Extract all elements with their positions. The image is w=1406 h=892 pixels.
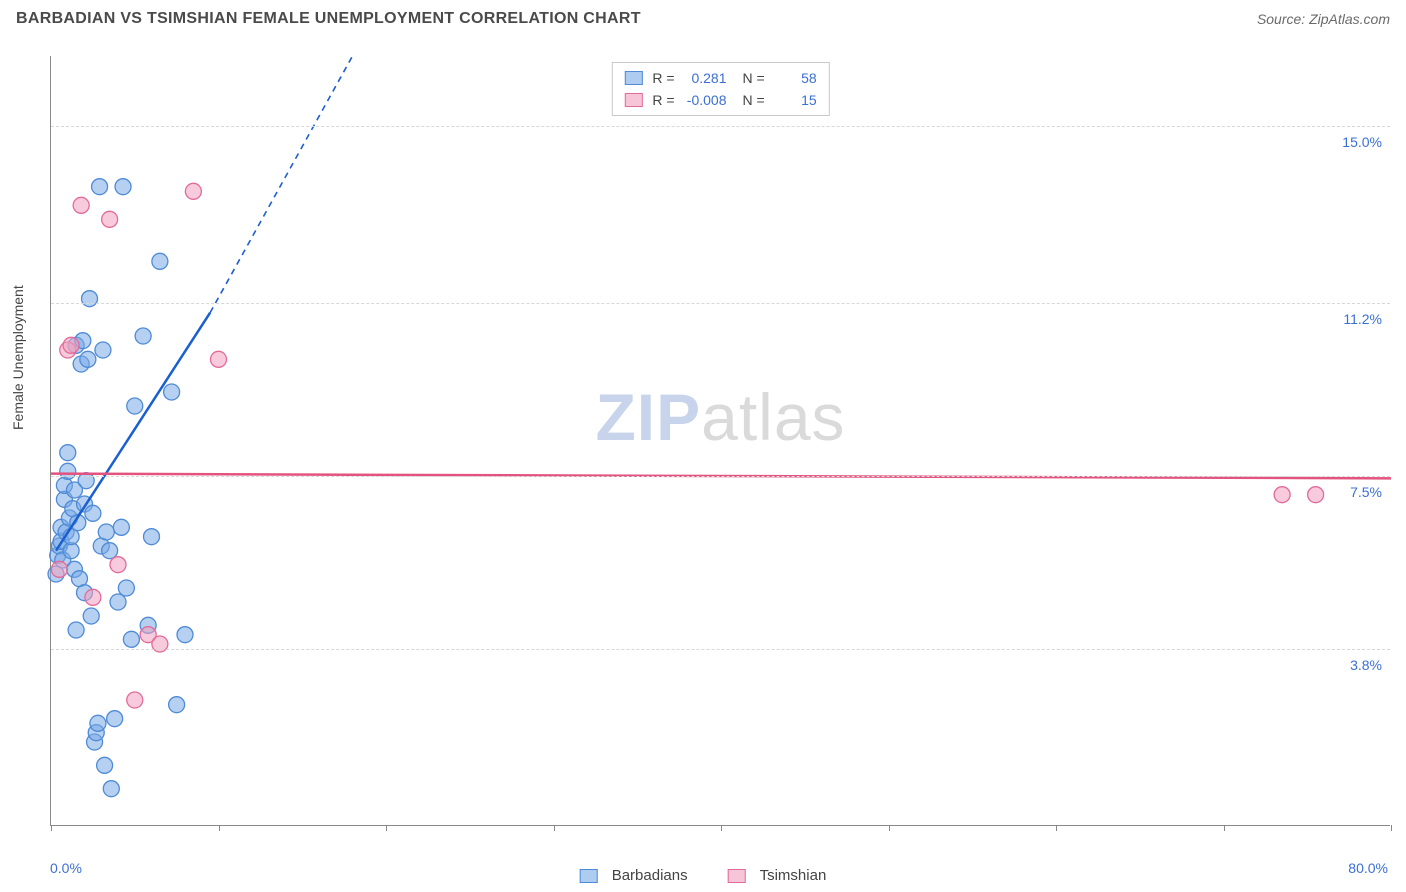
data-point	[1274, 487, 1290, 503]
correlation-legend: R =0.281 N =58 R =-0.008 N =15	[611, 62, 829, 116]
source-attribution: Source: ZipAtlas.com	[1257, 11, 1390, 27]
data-point	[60, 445, 76, 461]
x-tick	[1391, 825, 1392, 831]
data-point	[115, 179, 131, 195]
legend-label: Barbadians	[612, 867, 688, 884]
data-point	[98, 524, 114, 540]
legend-label: Tsimshian	[760, 867, 827, 884]
r-label: R =	[652, 67, 674, 89]
data-point	[135, 328, 151, 344]
data-point	[51, 561, 67, 577]
chart-plot-area: ZIPatlas R =0.281N =58R =-0.008N =15 3.8…	[50, 56, 1390, 826]
n-label: N =	[743, 67, 765, 89]
trend-line-extrapolated	[210, 56, 352, 313]
r-label: R =	[652, 89, 674, 111]
x-tick	[554, 825, 555, 831]
x-tick	[219, 825, 220, 831]
data-point	[177, 627, 193, 643]
data-point	[90, 715, 106, 731]
y-tick-label: 3.8%	[1350, 657, 1382, 673]
x-tick	[1056, 825, 1057, 831]
legend-swatch	[728, 869, 746, 883]
legend-swatch	[624, 71, 642, 85]
data-point	[110, 557, 126, 573]
gridline	[51, 476, 1390, 477]
legend-swatch	[624, 93, 642, 107]
data-point	[92, 179, 108, 195]
data-point	[1308, 487, 1324, 503]
data-point	[169, 697, 185, 713]
y-tick-label: 7.5%	[1350, 484, 1382, 500]
x-axis-max-label: 80.0%	[1348, 860, 1388, 876]
data-point	[95, 342, 111, 358]
data-point	[211, 351, 227, 367]
gridline	[51, 126, 1390, 127]
data-point	[63, 337, 79, 353]
data-point	[85, 589, 101, 605]
data-point	[123, 631, 139, 647]
data-point	[103, 781, 119, 797]
x-tick	[386, 825, 387, 831]
y-axis-label: Female Unemployment	[10, 285, 26, 430]
r-value: -0.008	[679, 89, 727, 111]
data-point	[110, 594, 126, 610]
data-point	[102, 211, 118, 227]
data-point	[102, 543, 118, 559]
y-tick-label: 15.0%	[1342, 134, 1382, 150]
legend-item: Barbadians	[580, 867, 688, 884]
data-point	[107, 711, 123, 727]
series-legend: Barbadians Tsimshian	[580, 867, 827, 884]
n-value: 15	[769, 89, 817, 111]
r-value: 0.281	[679, 67, 727, 89]
data-point	[118, 580, 134, 596]
gridline	[51, 303, 1390, 304]
legend-stat-row: R =-0.008 N =15	[624, 89, 816, 111]
data-point	[164, 384, 180, 400]
gridline	[51, 649, 1390, 650]
x-tick	[721, 825, 722, 831]
data-point	[152, 253, 168, 269]
legend-item: Tsimshian	[728, 867, 827, 884]
x-axis-min-label: 0.0%	[50, 860, 82, 876]
data-point	[113, 519, 129, 535]
data-point	[68, 622, 84, 638]
legend-swatch	[580, 869, 598, 883]
data-point	[185, 183, 201, 199]
data-point	[85, 505, 101, 521]
data-point	[83, 608, 99, 624]
data-point	[73, 197, 89, 213]
plot-svg	[51, 56, 1390, 825]
n-label: N =	[743, 89, 765, 111]
y-tick-label: 11.2%	[1343, 311, 1382, 327]
x-tick	[1224, 825, 1225, 831]
data-point	[127, 692, 143, 708]
data-point	[144, 529, 160, 545]
data-point	[97, 757, 113, 773]
chart-title: BARBADIAN VS TSIMSHIAN FEMALE UNEMPLOYME…	[16, 10, 641, 28]
x-tick	[51, 825, 52, 831]
n-value: 58	[769, 67, 817, 89]
chart-header: BARBADIAN VS TSIMSHIAN FEMALE UNEMPLOYME…	[0, 0, 1406, 34]
data-point	[80, 351, 96, 367]
data-point	[127, 398, 143, 414]
x-tick	[889, 825, 890, 831]
legend-stat-row: R =0.281 N =58	[624, 67, 816, 89]
